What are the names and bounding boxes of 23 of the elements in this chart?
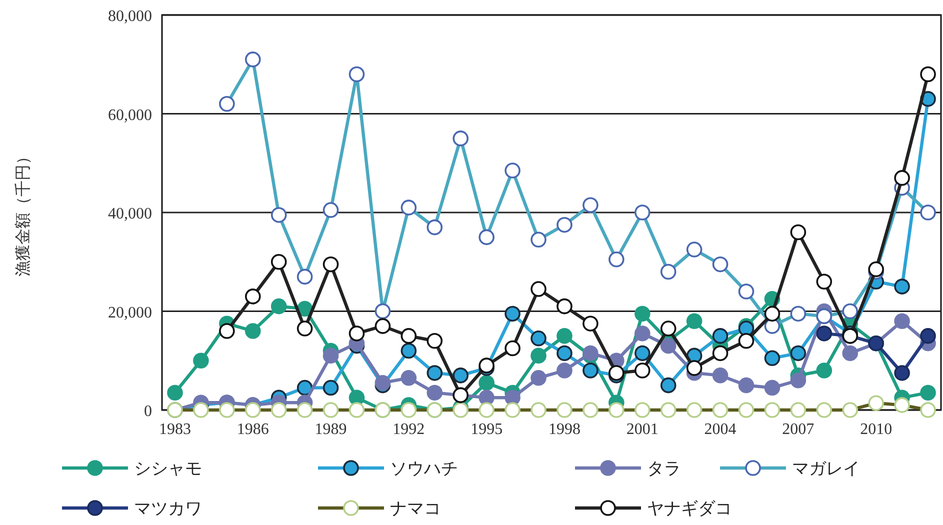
y-tick-label: 40,000 <box>108 206 152 222</box>
legend-label: ナマコ <box>390 499 441 519</box>
legend-label: シシャモ <box>134 459 202 479</box>
legend-label: ヤナギダコ <box>647 499 732 519</box>
x-tick-label: 1986 <box>236 421 269 438</box>
x-tick-label: 2004 <box>704 421 736 438</box>
legend-label: マツカワ <box>134 499 202 519</box>
legend-label: マガレイ <box>792 459 860 479</box>
y-axis-title: 漁獲金額（千円） <box>13 148 32 276</box>
x-tick-label: 2010 <box>860 421 892 438</box>
y-tick-label: 60,000 <box>108 106 152 124</box>
y-tick-label: 0 <box>144 403 152 420</box>
x-tick-label: 1995 <box>470 421 503 438</box>
x-tick-label: 1998 <box>548 421 580 438</box>
x-tick-label: 1983 <box>158 421 191 438</box>
x-tick-label: 2007 <box>782 421 814 438</box>
x-tick-label: 2001 <box>626 421 658 438</box>
y-tick-label: 80,000 <box>108 8 152 25</box>
y-tick-label: 20,000 <box>108 304 152 322</box>
x-tick-label: 1992 <box>392 421 425 438</box>
legend-label: ソウハチ <box>390 459 458 479</box>
x-tick-label: 1989 <box>314 421 347 438</box>
legend-label: タラ <box>647 459 681 479</box>
